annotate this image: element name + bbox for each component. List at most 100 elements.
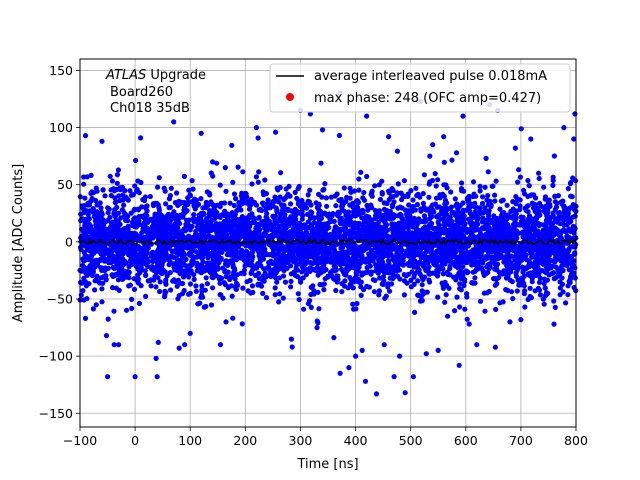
scatter-point <box>227 200 233 206</box>
scatter-point <box>524 203 530 209</box>
scatter-point <box>187 225 193 231</box>
scatter-point <box>540 296 547 302</box>
scatter-point <box>193 283 199 289</box>
scatter-point <box>510 199 516 205</box>
scatter-point <box>452 196 458 202</box>
scatter-point <box>366 284 372 290</box>
scatter-point <box>280 255 286 261</box>
scatter-point <box>319 234 325 240</box>
scatter-point <box>498 219 504 225</box>
scatter-point <box>371 289 377 295</box>
scatter-point <box>450 230 456 236</box>
scatter-point <box>208 302 215 308</box>
scatter-point <box>487 243 493 249</box>
scatter-point <box>411 281 417 287</box>
scatter-point <box>256 169 262 175</box>
scatter-point <box>421 230 428 236</box>
scatter-point <box>472 280 478 286</box>
scatter-point <box>390 215 396 221</box>
scatter-point <box>152 274 158 280</box>
scatter-point <box>331 276 337 282</box>
scatter-point <box>114 204 120 210</box>
scatter-point <box>132 183 138 189</box>
scatter-point <box>358 292 364 298</box>
scatter-point <box>241 199 247 205</box>
scatter-point <box>164 273 170 279</box>
scatter-point <box>492 261 498 267</box>
scatter-point <box>93 277 99 283</box>
scatter-point <box>372 183 378 189</box>
scatter-point <box>276 251 283 258</box>
scatter-point <box>269 252 275 258</box>
scatter-point <box>217 280 223 286</box>
scatter-point <box>529 192 535 198</box>
scatter-point <box>85 256 91 262</box>
scatter-point <box>449 157 455 163</box>
scatter-point <box>277 291 283 297</box>
scatter-point <box>277 194 283 200</box>
scatter-point <box>318 270 324 276</box>
scatter-point <box>322 181 328 187</box>
scatter-point <box>249 181 255 187</box>
scatter-point <box>540 253 546 259</box>
scatter-point <box>564 222 570 228</box>
scatter-point <box>565 186 571 192</box>
scatter-point <box>171 278 177 284</box>
scatter-point <box>307 187 313 193</box>
scatter-point <box>503 287 509 293</box>
scatter-point <box>565 259 571 266</box>
scatter-point <box>536 222 542 229</box>
scatter-point <box>91 227 97 233</box>
scatter-point <box>452 244 458 250</box>
scatter-point <box>559 281 566 287</box>
scatter-point <box>399 197 405 203</box>
scatter-point <box>318 160 324 166</box>
scatter-point <box>267 205 273 211</box>
scatter-point <box>355 230 361 236</box>
scatter-point <box>293 212 299 218</box>
scatter-point <box>389 226 396 233</box>
scatter-point <box>99 299 105 305</box>
scatter-point <box>406 202 412 208</box>
scatter-point <box>113 285 119 291</box>
scatter-point <box>336 210 342 216</box>
scatter-point <box>211 263 217 269</box>
scatter-point <box>551 231 558 238</box>
scatter-point <box>114 172 120 178</box>
scatter-point <box>186 233 192 239</box>
scatter-point <box>552 304 558 310</box>
scatter-point <box>249 283 256 289</box>
scatter-point <box>321 211 327 217</box>
scatter-point <box>136 300 142 306</box>
scatter-point <box>318 258 324 264</box>
scatter-point <box>401 292 407 298</box>
scatter-point <box>457 272 464 278</box>
scatter-point <box>555 267 561 273</box>
scatter-point <box>264 211 270 217</box>
scatter-point <box>449 218 455 224</box>
scatter-point <box>454 294 460 300</box>
scatter-point <box>130 257 136 263</box>
scatter-point <box>231 191 238 197</box>
scatter-point <box>117 187 124 193</box>
scatter-point <box>458 252 464 258</box>
scatter-point <box>166 205 172 211</box>
scatter-point <box>358 169 364 175</box>
scatter-point <box>232 276 238 282</box>
scatter-point <box>493 276 499 282</box>
scatter-point <box>296 183 302 190</box>
scatter-point <box>478 226 485 232</box>
scatter-point <box>108 187 114 193</box>
scatter-point <box>445 232 451 239</box>
scatter-point <box>111 211 117 217</box>
scatter-point <box>568 218 574 224</box>
scatter-point <box>506 245 512 251</box>
scatter-point <box>243 226 249 232</box>
scatter-point <box>91 258 97 264</box>
scatter-point <box>409 221 415 227</box>
scatter-point <box>453 277 459 283</box>
scatter-point <box>272 292 278 298</box>
scatter-point <box>366 251 372 257</box>
scatter-point <box>469 262 475 268</box>
scatter-point <box>478 209 484 215</box>
